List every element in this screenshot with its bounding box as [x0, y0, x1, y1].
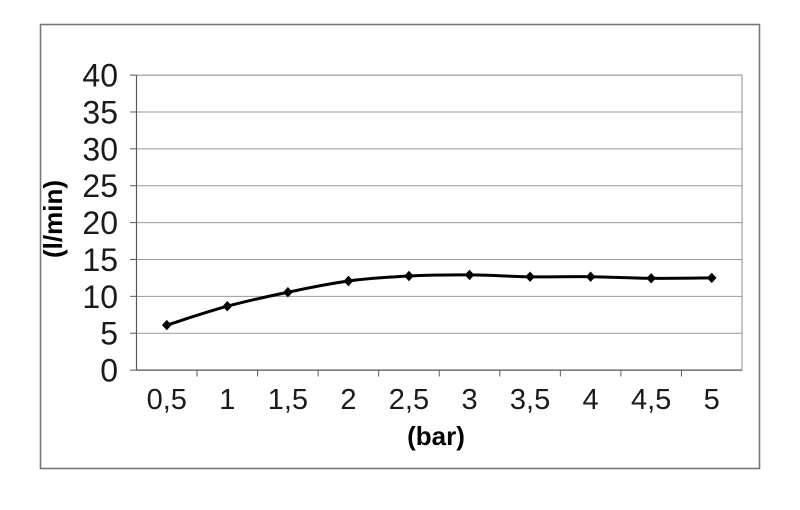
- svg-text:15: 15: [82, 242, 118, 278]
- svg-text:(l/min): (l/min): [38, 180, 68, 258]
- svg-text:10: 10: [82, 279, 118, 315]
- svg-text:4: 4: [583, 384, 599, 416]
- svg-text:20: 20: [82, 205, 118, 241]
- svg-text:(bar): (bar): [407, 421, 465, 451]
- svg-text:25: 25: [82, 168, 118, 204]
- svg-text:30: 30: [82, 131, 118, 167]
- svg-text:3: 3: [461, 384, 477, 416]
- svg-text:2: 2: [340, 384, 356, 416]
- svg-text:5: 5: [100, 316, 118, 352]
- svg-text:40: 40: [82, 58, 118, 94]
- svg-text:5: 5: [704, 384, 720, 416]
- svg-text:4,5: 4,5: [631, 384, 671, 416]
- svg-text:1: 1: [219, 384, 235, 416]
- svg-text:0,5: 0,5: [147, 384, 187, 416]
- svg-text:35: 35: [82, 94, 118, 130]
- svg-text:1,5: 1,5: [268, 384, 308, 416]
- svg-text:3,5: 3,5: [510, 384, 550, 416]
- svg-text:2,5: 2,5: [389, 384, 429, 416]
- svg-text:0: 0: [100, 353, 118, 389]
